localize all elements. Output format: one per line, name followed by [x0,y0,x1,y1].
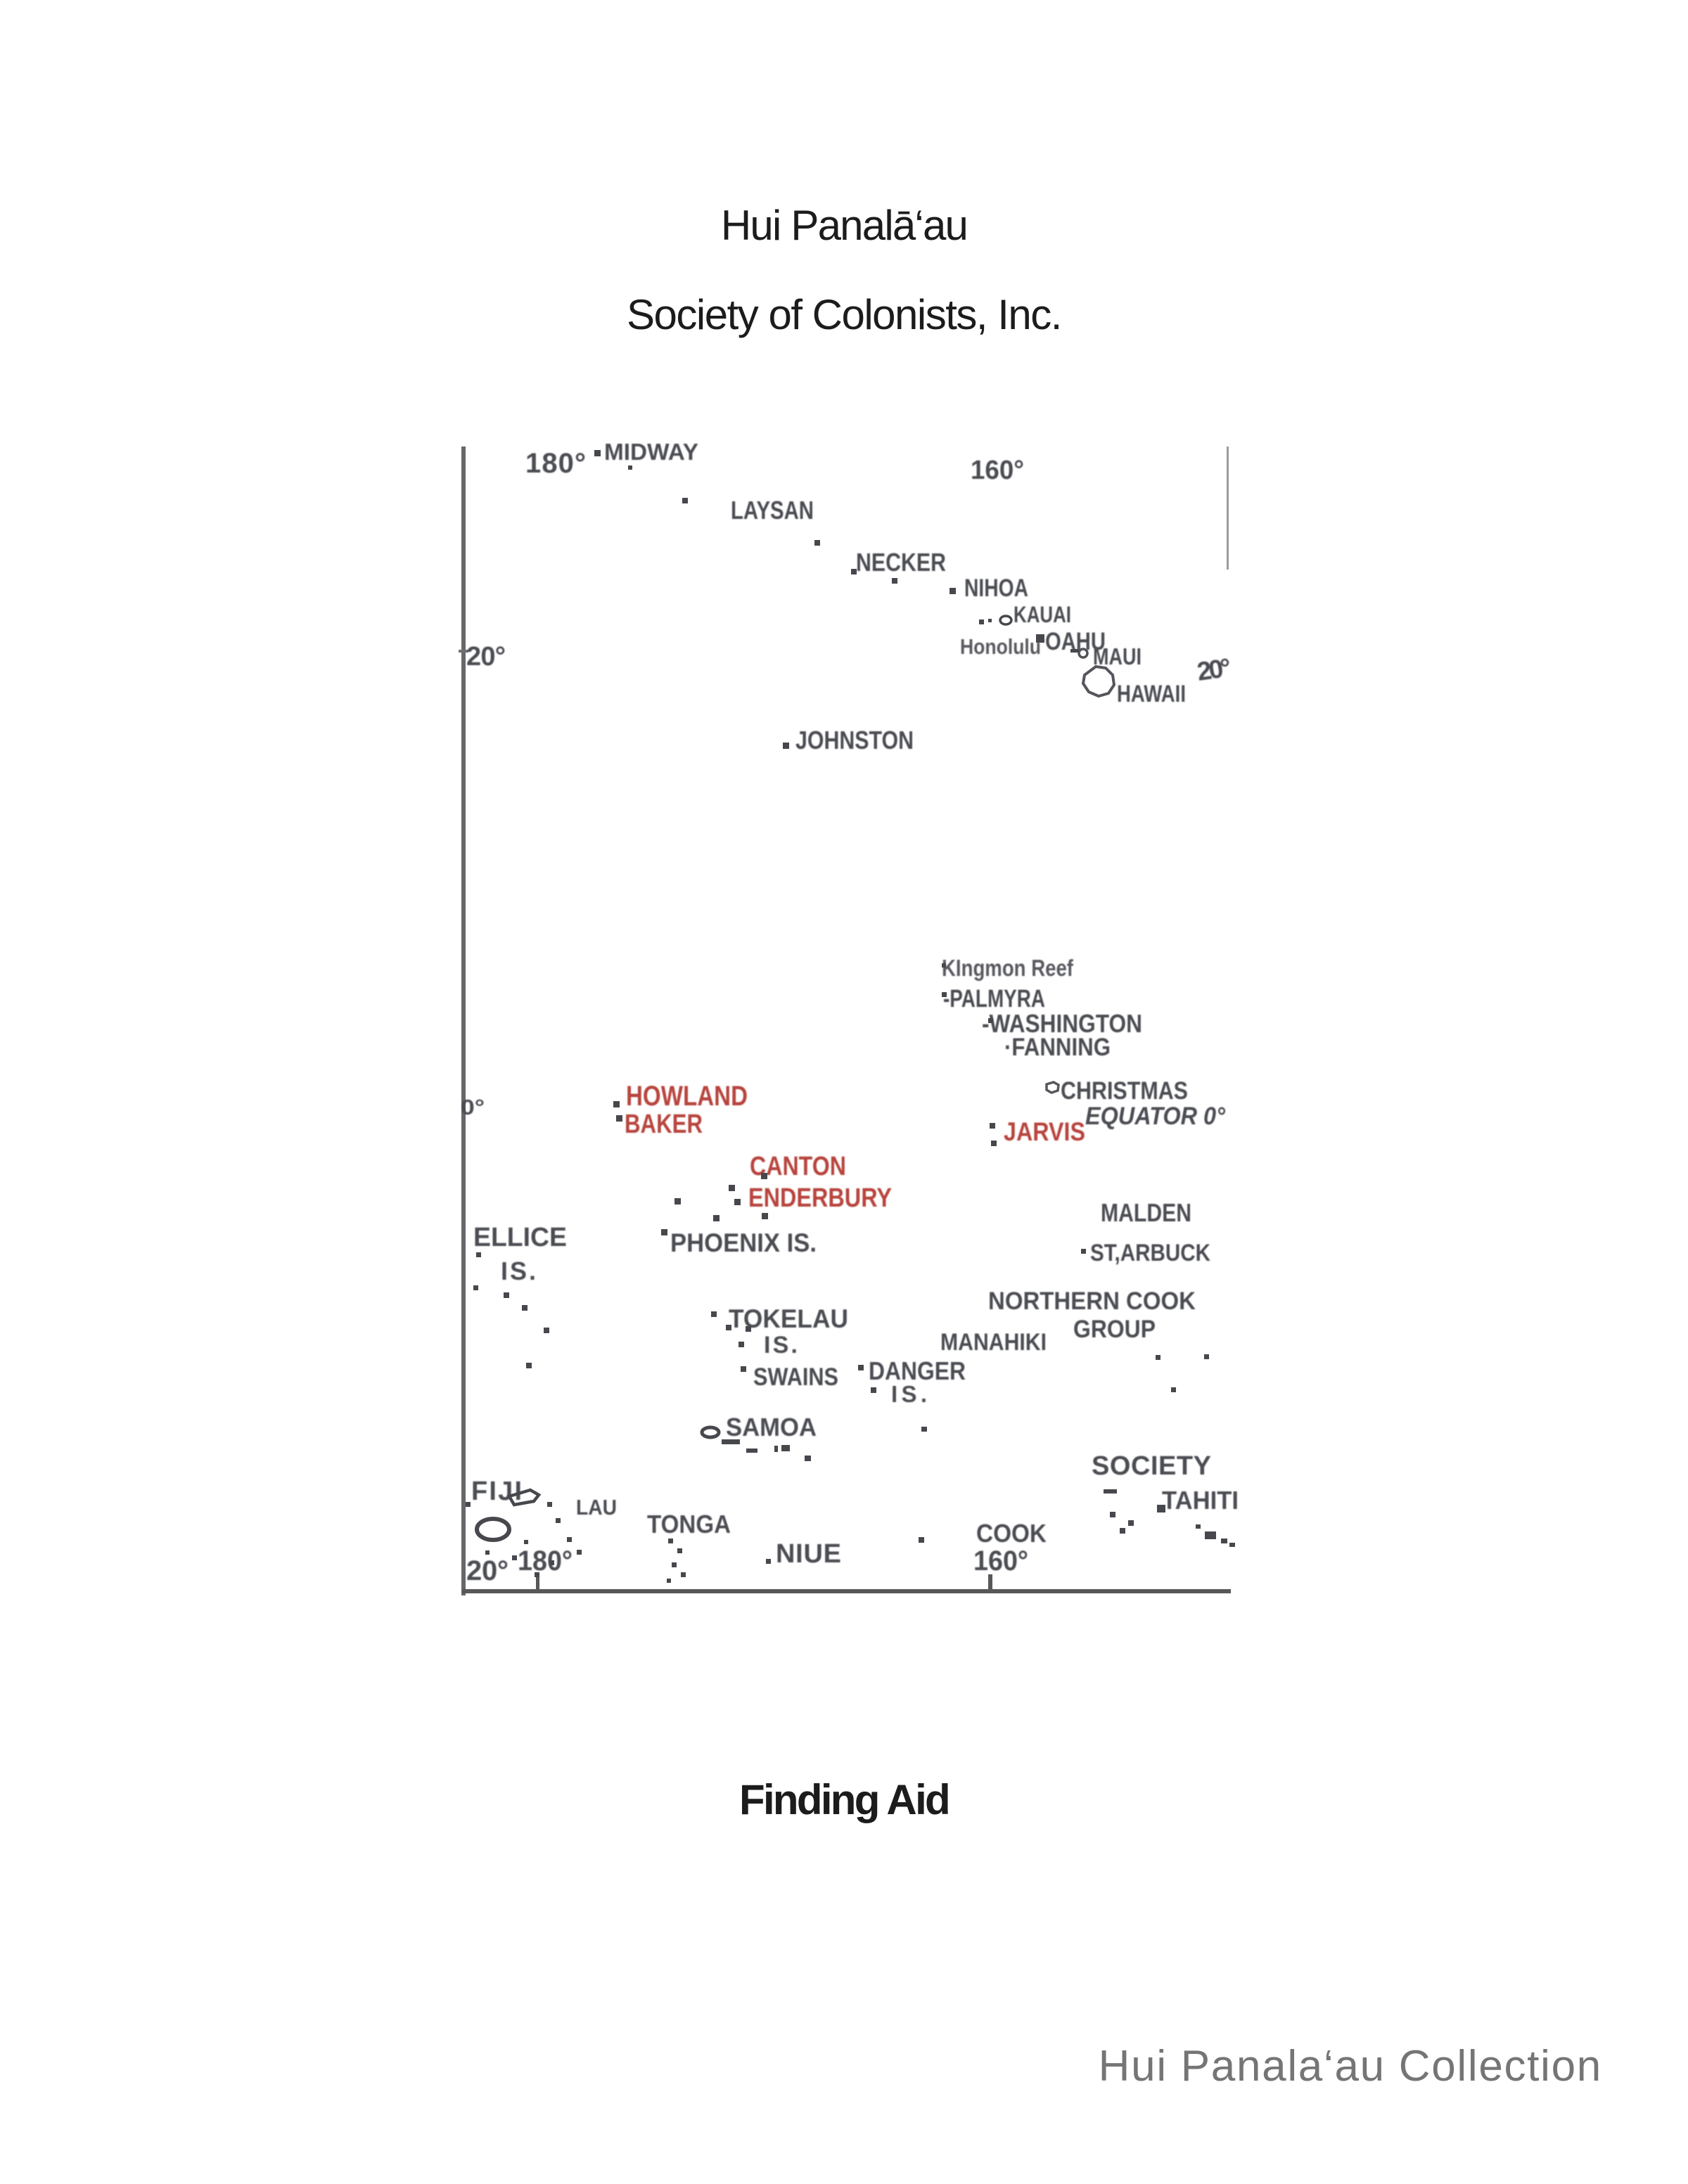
svg-text:ENDERBURY: ENDERBURY [748,1183,892,1213]
svg-text:BAKER: BAKER [625,1110,703,1139]
svg-text:ELLICE: ELLICE [473,1223,567,1252]
svg-text:GROUP: GROUP [1073,1316,1156,1343]
svg-text:MANAHIKI: MANAHIKI [940,1329,1047,1356]
svg-text:20°: 20° [1195,653,1232,686]
svg-text:CHRISTMAS: CHRISTMAS [1061,1077,1188,1105]
svg-text:Honolulu: Honolulu [960,634,1041,659]
svg-text:ST,ARBUCK: ST,ARBUCK [1090,1240,1210,1266]
svg-text:SAMOA: SAMOA [726,1413,817,1441]
svg-text:EQUATOR 0°: EQUATOR 0° [1085,1103,1226,1130]
svg-text:NIHOA: NIHOA [964,574,1028,602]
svg-text:20°: 20° [466,642,506,672]
svg-text:IS.: IS. [891,1381,927,1407]
svg-text:180°: 180° [525,448,586,479]
svg-text:-PALMYRA: -PALMYRA [943,985,1045,1013]
svg-text:PHOENIX IS.: PHOENIX IS. [670,1228,817,1257]
svg-text:NORTHERN COOK: NORTHERN COOK [988,1287,1196,1315]
svg-text:20°: 20° [466,1555,509,1586]
svg-text:MAUI: MAUI [1093,643,1142,669]
svg-text:160°: 160° [971,456,1024,485]
svg-text:SWAINS: SWAINS [753,1363,838,1391]
svg-text:LAU: LAU [576,1495,617,1520]
svg-text:TAHITI: TAHITI [1162,1486,1239,1515]
svg-text:DANGER: DANGER [869,1356,966,1385]
svg-text:·FANNING: ·FANNING [1004,1034,1111,1061]
svg-text:HOWLAND: HOWLAND [626,1081,748,1112]
svg-text:JARVIS: JARVIS [1004,1117,1085,1146]
svg-text:KAUAI: KAUAI [1014,602,1071,627]
svg-text:MALDEN: MALDEN [1101,1198,1191,1227]
svg-text:LAYSAN: LAYSAN [731,496,814,525]
svg-text:IS.: IS. [501,1257,536,1285]
svg-text:SOCIETY: SOCIETY [1092,1451,1211,1481]
svg-text:FIJI: FIJI [471,1477,522,1506]
svg-text:IS.: IS. [764,1332,798,1358]
svg-text:NECKER: NECKER [856,548,946,577]
svg-text:JOHNSTON: JOHNSTON [795,726,914,754]
svg-text:160°: 160° [973,1546,1028,1576]
svg-text:COOK: COOK [976,1519,1047,1548]
svg-text:NIUE: NIUE [776,1539,841,1569]
svg-text:TONGA: TONGA [647,1510,731,1539]
svg-text:0°: 0° [461,1095,485,1119]
svg-text:HAWAII: HAWAII [1117,681,1186,707]
svg-text:MIDWAY: MIDWAY [604,443,698,465]
svg-text:KIngmon Reef: KIngmon Reef [942,955,1074,981]
svg-text:-WASHINGTON: -WASHINGTON [982,1009,1142,1038]
svg-text:180°: 180° [518,1546,573,1576]
